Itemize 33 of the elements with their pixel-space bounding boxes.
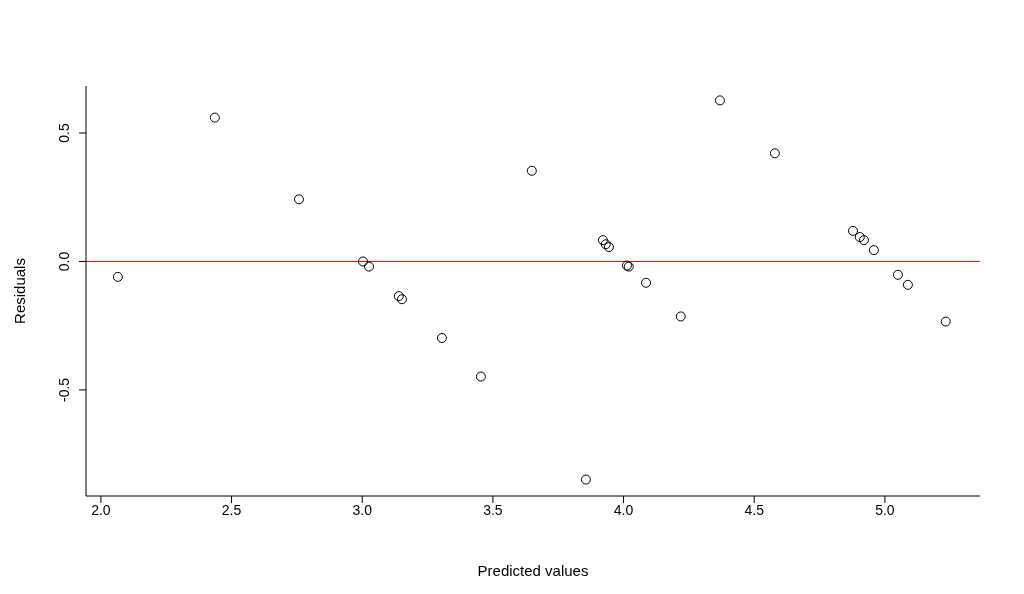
point	[641, 277, 652, 288]
y-tick-label: -0.5	[56, 377, 72, 402]
point	[940, 316, 951, 327]
point	[902, 279, 913, 290]
point	[714, 95, 725, 106]
point	[848, 225, 858, 236]
x-tick-label: 5.0	[875, 501, 895, 518]
x-tick-label: 4.5	[744, 501, 765, 518]
x-tick-label: 3.5	[483, 501, 503, 518]
point	[112, 271, 123, 282]
point	[597, 235, 608, 246]
point	[868, 245, 879, 256]
y-tick-label: 0.0	[56, 251, 72, 272]
point	[858, 235, 869, 246]
point	[358, 256, 369, 267]
point	[892, 269, 903, 280]
point	[475, 371, 486, 382]
point	[209, 112, 220, 123]
y-tick-label: 0.5	[56, 123, 72, 143]
x-tick-label: 2.5	[221, 501, 242, 518]
point	[854, 232, 865, 243]
x-tick-label: 4.0	[613, 501, 634, 518]
point	[769, 148, 780, 159]
point	[364, 261, 375, 272]
x-tick-label: 2.0	[91, 501, 111, 518]
point	[580, 474, 591, 485]
point	[526, 165, 537, 176]
y-axis-title: Residuals	[11, 258, 29, 324]
point	[436, 333, 447, 344]
point	[675, 311, 686, 322]
x-tick-label: 3.0	[352, 501, 373, 518]
x-axis-title: Predicted values	[477, 562, 589, 579]
point	[293, 194, 304, 205]
